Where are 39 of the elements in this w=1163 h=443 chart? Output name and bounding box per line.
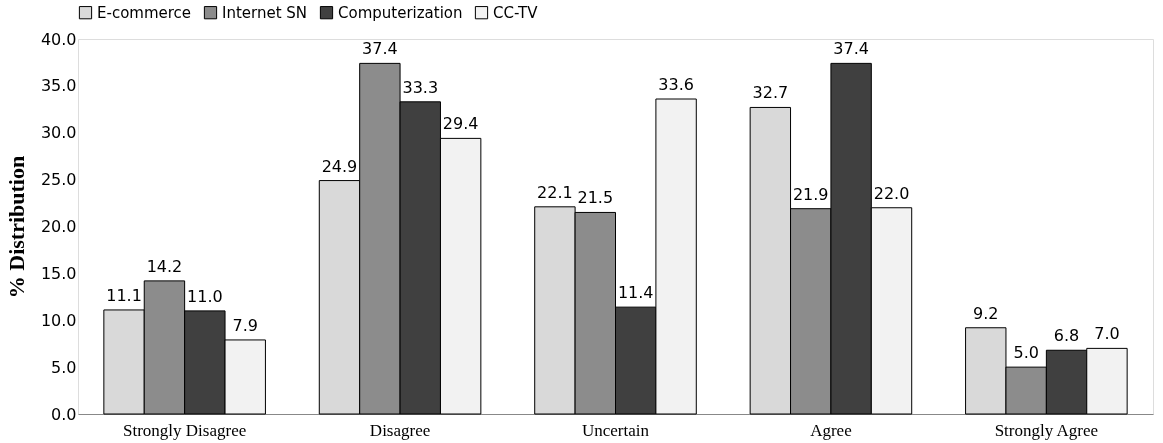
data-label: 33.3 [402,77,439,97]
y-tick-label: 35.0 [40,76,77,96]
data-label: 7.0 [1094,324,1120,344]
x-tick-label: Agree [810,420,852,440]
x-tick-label: Uncertain [581,420,650,440]
data-label: 14.2 [146,256,183,276]
y-tick-label: 40.0 [40,29,77,49]
y-axis-title: % Distribution [3,155,29,299]
x-tick-label: Disagree [369,420,431,440]
data-label: 5.0 [1013,343,1039,363]
legend-label: E-commerce [97,3,192,22]
data-label: 22.0 [873,183,910,203]
legend-label: CC-TV [493,3,539,22]
data-label: 6.8 [1053,326,1080,346]
y-tick-label: 25.0 [40,170,77,190]
y-tick-label: 30.0 [40,123,77,143]
data-label: 11.0 [187,286,223,306]
data-label: 21.9 [792,184,829,204]
data-label: 37.4 [833,39,869,59]
data-label: 9.2 [973,303,999,323]
data-label: 22.1 [537,182,573,202]
legend-label: Computerization [338,3,463,22]
legend-label: Internet SN [222,3,308,22]
data-label: 11.4 [617,283,654,303]
y-tick-label: 0.0 [51,404,77,424]
data-label: 24.9 [321,156,358,176]
y-tick-label: 5.0 [51,357,77,377]
y-tick-label: 15.0 [40,263,77,283]
x-tick-label: Strongly Disagree [123,420,247,440]
y-tick-label: 20.0 [40,217,77,236]
data-label: 7.9 [232,315,258,335]
y-tick-label: 10.0 [40,310,77,330]
data-label: 21.5 [577,188,614,208]
data-label: 11.1 [106,285,142,305]
data-label: 33.6 [658,75,694,94]
data-label: 37.4 [362,39,398,59]
data-label: 32.7 [752,83,789,103]
x-tick-label: Strongly Agree [994,420,1099,440]
data-label: 29.4 [442,114,479,134]
